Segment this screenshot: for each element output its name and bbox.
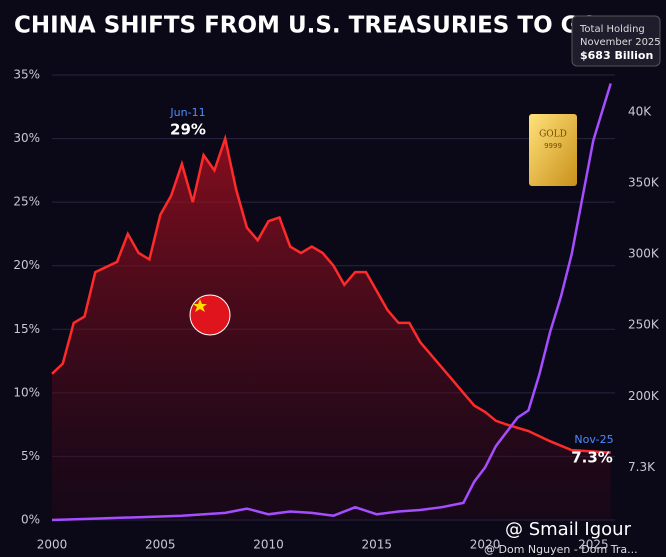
annotation-date: Nov-25 bbox=[574, 433, 613, 446]
y-tick-label: 35% bbox=[13, 68, 40, 82]
gold-bar-text: GOLD bbox=[539, 130, 567, 140]
x-tick-label: 2025 bbox=[578, 538, 609, 552]
x-tick-label: 2020 bbox=[470, 538, 501, 552]
annotation-value: 7.3% bbox=[571, 449, 613, 467]
y-tick-label: 30% bbox=[13, 131, 40, 145]
chart-title: CHINA SHIFTS FROM U.S. TREASURIES TO GOL… bbox=[14, 13, 633, 39]
china-flag bbox=[189, 294, 231, 336]
info-box bbox=[571, 15, 661, 67]
y-tick-label: 15% bbox=[13, 322, 40, 336]
y2-tick-label: 7.3K bbox=[628, 460, 656, 474]
y-tick-label: 10% bbox=[13, 385, 40, 399]
x-tick-label: 2000 bbox=[37, 538, 68, 552]
y-tick-label: 0% bbox=[21, 513, 40, 527]
y2-tick-label: 250K bbox=[628, 318, 660, 332]
info-box-text: $683 Billion bbox=[580, 49, 653, 62]
gold-bar-text: 9999 bbox=[544, 142, 562, 150]
watermark: @ Dom Nguyen - Dom Tra... bbox=[484, 543, 638, 556]
area-fill bbox=[52, 138, 611, 520]
y-tick-label: 5% bbox=[21, 449, 40, 463]
y2-tick-label: 350K bbox=[628, 176, 660, 190]
gold-bar bbox=[529, 114, 577, 186]
info-box-text: Total Holding bbox=[579, 24, 645, 35]
y2-tick-label: 200K bbox=[628, 389, 660, 403]
y-tick-label: 20% bbox=[13, 258, 40, 272]
series-line bbox=[51, 133, 611, 454]
annotation-value: 29% bbox=[170, 121, 206, 139]
y2-tick-label: 300K bbox=[628, 247, 660, 261]
y-tick-label: 25% bbox=[13, 195, 40, 209]
x-tick-label: 2005 bbox=[145, 538, 176, 552]
series-line bbox=[51, 83, 612, 522]
flag-star bbox=[193, 299, 207, 312]
x-tick-label: 2010 bbox=[253, 538, 284, 552]
plot: 0% 5% 10% 15% 20% 25% 30% 35% 7.3K 200K 250K 300K 35… bbox=[13, 68, 660, 552]
annotation-date: Jun-11 bbox=[169, 106, 205, 119]
y2-tick-label: 40K bbox=[628, 104, 652, 118]
x-tick-label: 2015 bbox=[362, 538, 393, 552]
watermark: @ Smail Igour bbox=[505, 519, 632, 540]
info-box-text: November 2025 bbox=[580, 37, 661, 48]
